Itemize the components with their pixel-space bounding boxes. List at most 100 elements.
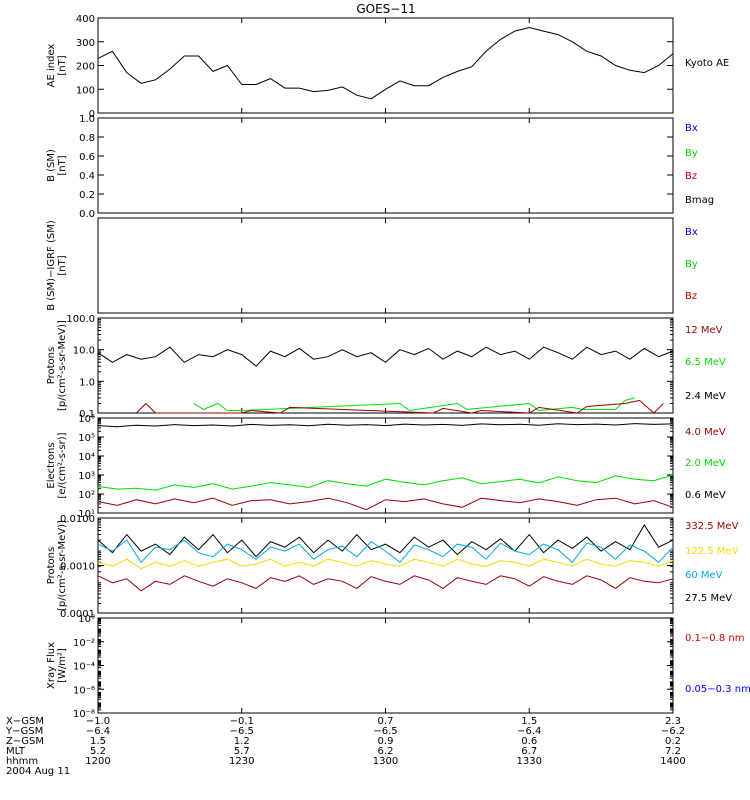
y-tick-label: 1.0 — [79, 377, 95, 388]
y-axis-label: B (SM)−IGRF (SM) — [46, 220, 57, 311]
x-axis-value: 6.2 — [378, 746, 394, 757]
y-tick-label: 10⁰ — [78, 614, 95, 625]
y-axis-label: Xray Flux — [46, 642, 57, 689]
y-tick-label: 0.0 — [79, 209, 95, 220]
legend-entry: Bmag — [685, 195, 714, 206]
y-tick-label: 10² — [78, 490, 95, 501]
y-tick-label: 10⁻⁶ — [73, 685, 95, 696]
x-axis-value: 0.6 — [521, 736, 537, 747]
x-axis-value: 1330 — [517, 756, 542, 767]
chart-title: GOES−11 — [356, 2, 415, 16]
x-axis-date: 2004 Aug 11 — [6, 766, 70, 777]
x-axis-row-label: X−GSM — [6, 716, 44, 727]
legend-entry: 0.1−0.8 nm — [685, 633, 744, 644]
x-axis-value: −6.4 — [517, 726, 541, 737]
x-axis-value: 1200 — [85, 756, 110, 767]
panel-frame — [97, 517, 674, 614]
y-tick-label: 300 — [76, 38, 95, 49]
y-tick-label: 0.0001 — [60, 609, 95, 620]
legend-entry: 60 MeV — [685, 570, 723, 581]
x-axis-value: −6.5 — [373, 726, 397, 737]
panel-1: 0 100 200 300 400 AE index [nT] Kyoto AE — [46, 14, 729, 120]
panel-frame — [97, 417, 674, 514]
legend-entry: 0.6 MeV — [685, 490, 726, 501]
series-line-332-5-mev — [97, 575, 674, 592]
x-axis-row-label: MLT — [6, 746, 26, 757]
panel-frame — [97, 17, 674, 114]
panel-frame — [97, 317, 674, 414]
x-axis-value: 1.5 — [521, 716, 537, 727]
x-axis-value: −6.2 — [661, 726, 685, 737]
x-axis-row-label: Z−GSM — [6, 736, 44, 747]
y-tick-label: 10³ — [78, 471, 95, 482]
y-tick-label: 0.6 — [79, 152, 95, 163]
x-axis-value: 1.2 — [234, 736, 250, 747]
y-tick-label: 10¹ — [78, 509, 95, 520]
y-tick-label: 10⁶ — [78, 414, 95, 425]
y-tick-label: 200 — [76, 62, 95, 73]
legend-entry: Bx — [685, 123, 698, 134]
legend-entry: Bx — [685, 227, 698, 238]
y-axis-label: Protons — [46, 547, 57, 584]
legend-entry: 332.5 MeV — [685, 521, 739, 532]
x-axis-value: 2.3 — [665, 716, 681, 727]
y-axis-label: [W/m²] — [57, 648, 68, 683]
x-axis-value: 5.7 — [234, 746, 250, 757]
legend-entry: 2.0 MeV — [685, 458, 726, 469]
y-axis-label: [nT] — [57, 155, 68, 175]
x-axis-table: X−GSMY−GSMZ−GSMMLThhmm−1.0−6.41.55.21200… — [5, 716, 686, 777]
y-tick-label: 0.1 — [79, 409, 95, 420]
series-line-4-0-mev — [97, 497, 674, 511]
y-axis-label: [p/(cm²-s-sr-MeV)] — [57, 520, 68, 611]
y-axis-label: Protons — [46, 347, 57, 384]
y-axis-label: [p/(cm²-s-sr-MeV)] — [57, 320, 68, 411]
series-line-60-mev — [97, 539, 674, 564]
legend-entry: 12 MeV — [685, 325, 723, 336]
y-tick-label: 0.0100 — [60, 514, 95, 525]
legend-entry: Bz — [685, 291, 697, 302]
x-axis-value: 7.2 — [665, 746, 681, 757]
y-tick-label: 0.0010 — [60, 562, 95, 573]
legend-entry: 4.0 MeV — [685, 427, 726, 438]
y-tick-label: 1.0 — [79, 114, 95, 125]
y-tick-label: 10⁻⁴ — [73, 662, 95, 673]
x-axis-value: 1300 — [373, 756, 398, 767]
x-axis-row-label: hhmm — [6, 756, 38, 767]
series-line-kyoto-ae — [97, 26, 674, 100]
x-axis-value: 6.7 — [521, 746, 537, 757]
x-axis-value: 1230 — [229, 756, 254, 767]
series-line-122-5-mev — [97, 558, 674, 570]
series-line-2-4-mev — [97, 346, 674, 367]
legend-entry: 2.4 MeV — [685, 391, 726, 402]
series-line-27-5-mev — [97, 524, 674, 558]
panel-frame — [97, 217, 674, 314]
series-line-0-6-mev — [97, 423, 674, 428]
x-axis-value: −1.0 — [86, 716, 110, 727]
series-line-12-mev — [135, 399, 664, 414]
series-line-6-5-mev — [193, 397, 635, 412]
y-axis-label: Electrons — [46, 442, 57, 488]
x-axis-value: 0.9 — [378, 736, 394, 747]
panel-3: B (SM)−IGRF (SM) [nT] Bx By Bz — [46, 217, 698, 314]
y-tick-label: 10⁵ — [78, 433, 95, 444]
x-axis-value: 1.5 — [90, 736, 106, 747]
legend-entry: 27.5 MeV — [685, 593, 732, 604]
y-tick-label: 0.4 — [79, 171, 95, 182]
legend-entry: By — [685, 148, 698, 159]
y-axis-label: [nT] — [57, 255, 68, 275]
x-axis-value: −6.5 — [230, 726, 254, 737]
panel-2: 0.0 0.2 0.4 0.6 0.8 1.0 B (SM) [nT] Bx By Bz Bmag — [46, 114, 714, 220]
legend-entry: By — [685, 259, 698, 270]
series-line-2-0-mev — [97, 474, 674, 491]
x-axis-value: 0.2 — [665, 736, 681, 747]
panel-frame — [97, 617, 674, 714]
y-tick-label: 0.8 — [79, 133, 95, 144]
x-axis-value: −6.4 — [86, 726, 110, 737]
y-axis-label: AE index — [46, 44, 57, 88]
panel-5: 10¹ 10² 10³ 10⁴ 10⁵ 10⁶ Electrons [e/(cm²-s-sr)… — [46, 414, 726, 520]
panel-4: 0.1 1.0 10.0 100.0 Protons [p/(cm²-s-sr-MeV)]… — [46, 314, 726, 420]
legend-entry: Kyoto AE — [685, 58, 729, 69]
y-tick-label: 10⁻⁸ — [73, 709, 95, 720]
